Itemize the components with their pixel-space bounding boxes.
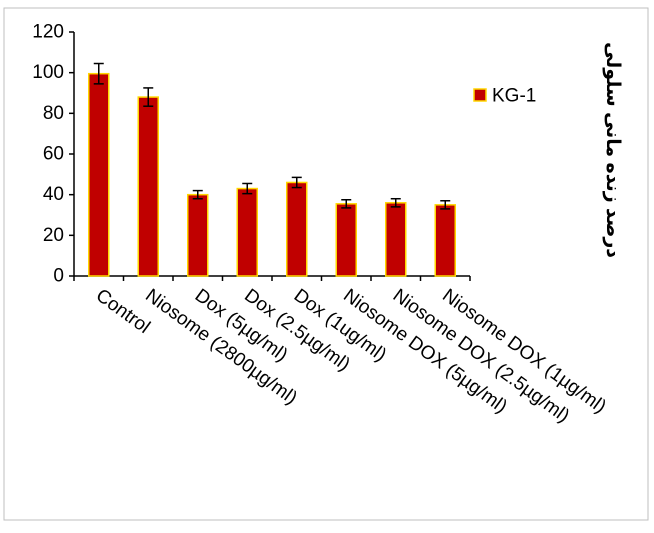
legend: KG-1 <box>473 86 536 107</box>
bar <box>137 96 159 277</box>
bar <box>385 202 407 277</box>
y-tick-label: 0 <box>53 266 64 287</box>
bars <box>88 62 456 277</box>
legend-label: KG-1 <box>492 86 536 107</box>
bar <box>187 193 209 277</box>
y-tick-label: 20 <box>43 225 64 246</box>
chart-border <box>3 7 649 521</box>
bar <box>88 72 110 277</box>
y-tick-label: 80 <box>43 103 64 124</box>
y-tick-label: 40 <box>43 184 64 205</box>
y-axis: 0 20 40 60 80 100 120 <box>32 22 75 287</box>
legend-swatch <box>473 88 487 102</box>
bar <box>286 181 308 277</box>
y-axis-title: درصد زنده مانی سلولی <box>602 42 623 258</box>
bar <box>434 204 456 277</box>
bar <box>335 203 357 277</box>
y-tick-label: 100 <box>32 62 64 83</box>
y-tick-label: 60 <box>43 144 64 165</box>
y-tick-label: 120 <box>32 22 64 43</box>
bar <box>236 187 258 277</box>
